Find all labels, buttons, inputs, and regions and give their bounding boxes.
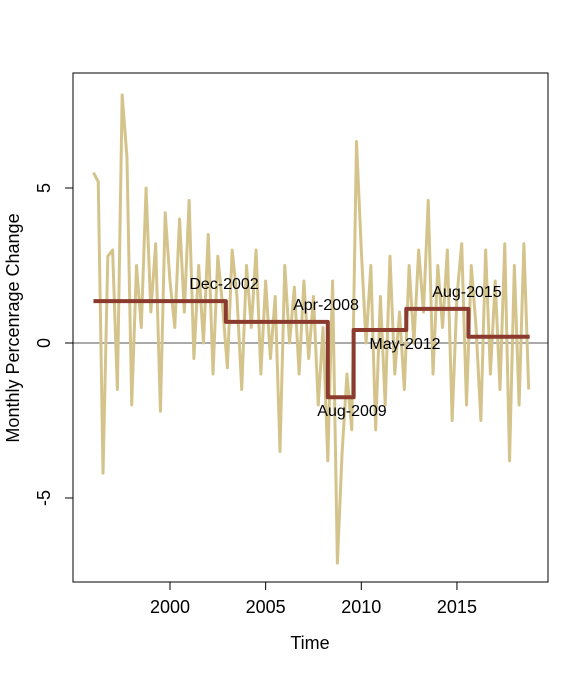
x-tick-label: 2000: [150, 597, 190, 617]
x-tick-label: 2015: [437, 597, 477, 617]
annotation: May-2012: [369, 336, 440, 353]
x-tick-label: 2005: [246, 597, 286, 617]
annotation: Dec-2002: [189, 276, 258, 293]
y-tick-label: 5: [34, 183, 54, 193]
y-tick-label: -5: [34, 490, 54, 506]
annotation: Aug-2015: [432, 284, 501, 301]
y-axis-label: Monthly Percenrage Change: [3, 213, 23, 442]
series-line: [92, 93, 531, 565]
annotation: Aug-2009: [317, 403, 386, 420]
y-tick-label: 0: [34, 338, 54, 348]
plot-frame: [72, 72, 549, 583]
x-tick-label: 2010: [341, 597, 381, 617]
annotation: Apr-2008: [293, 297, 359, 314]
x-axis-label: Time: [290, 633, 329, 653]
series-line: [93, 299, 530, 400]
